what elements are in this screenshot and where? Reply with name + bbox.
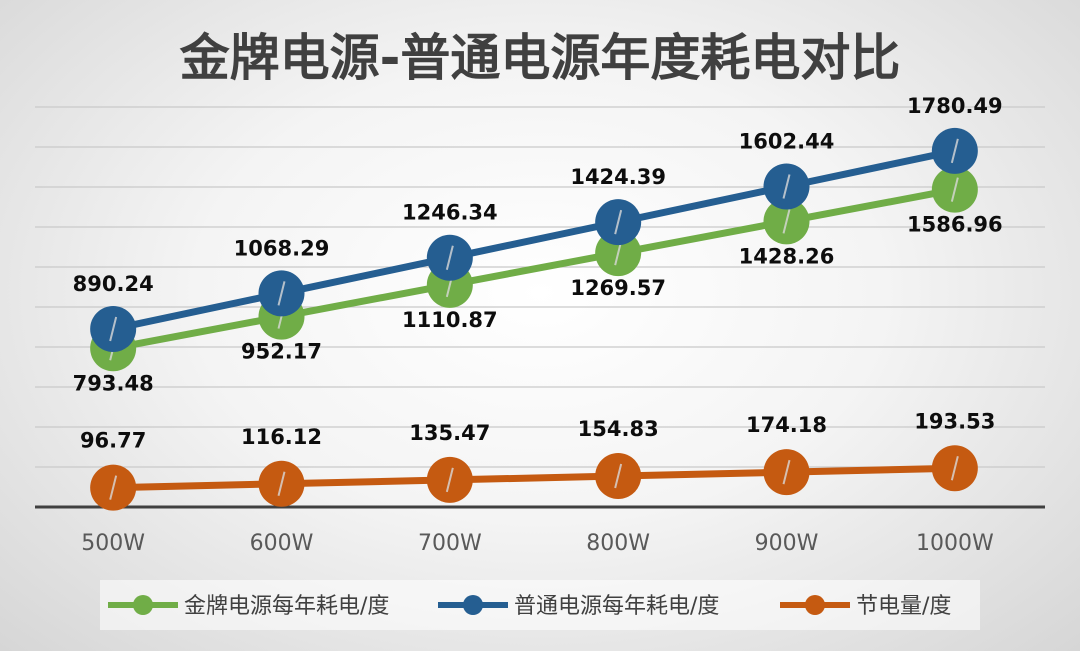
data-label: 1246.34 xyxy=(402,201,498,225)
marker-highlight xyxy=(277,281,286,306)
data-label: 1780.49 xyxy=(907,94,1003,118)
data-label: 1424.39 xyxy=(570,165,666,189)
data-label: 1586.96 xyxy=(907,213,1003,237)
x-tick-label: 700W xyxy=(418,531,482,556)
marker-highlight xyxy=(950,456,959,481)
marker-highlight xyxy=(445,245,454,270)
series-line xyxy=(112,186,956,352)
data-label: 890.24 xyxy=(73,272,154,296)
series-line xyxy=(113,464,955,492)
marker-highlight xyxy=(614,209,623,235)
data-label: 135.47 xyxy=(409,421,490,445)
data-label: 96.77 xyxy=(80,429,146,453)
marker-highlight xyxy=(277,471,286,497)
marker-highlight xyxy=(614,463,623,489)
marker-highlight xyxy=(950,177,959,202)
data-label: 1068.29 xyxy=(234,236,330,260)
legend-marker xyxy=(463,595,483,615)
marker-highlight xyxy=(782,174,791,199)
chart-title: 金牌电源-普通电源年度耗电对比 xyxy=(180,29,901,87)
data-label: 116.12 xyxy=(241,425,322,449)
marker-highlight xyxy=(950,138,959,164)
marker-highlight xyxy=(782,209,791,234)
data-label: 193.53 xyxy=(914,409,995,433)
data-label: 1269.57 xyxy=(570,276,666,300)
x-tick-label: 900W xyxy=(755,531,819,556)
marker-highlight xyxy=(109,475,118,500)
data-label: 1110.87 xyxy=(402,308,498,332)
legend-label: 节电量/度 xyxy=(856,594,951,619)
legend-label: 普通电源每年耗电/度 xyxy=(514,594,719,619)
legend-marker xyxy=(133,595,153,615)
data-labels: 793.48 952.17 1110.87 1269.57 1428.26 1586.96… xyxy=(73,94,1003,453)
legend-marker xyxy=(805,595,825,615)
marker-highlight xyxy=(614,240,623,266)
x-tick-labels: 500W 600W 700W 800W 900W 1000W xyxy=(81,531,994,556)
legend: 金牌电源每年耗电/度 普通电源每年耗电/度 节电量/度 xyxy=(108,594,951,619)
data-label: 1428.26 xyxy=(739,244,835,268)
series-lines xyxy=(90,127,978,511)
data-label: 154.83 xyxy=(578,417,659,441)
marker-highlight xyxy=(109,316,118,342)
x-tick-label: 800W xyxy=(586,531,650,556)
data-label: 952.17 xyxy=(241,340,322,364)
x-tick-label: 600W xyxy=(250,531,314,556)
x-tick-label: 1000W xyxy=(916,531,994,556)
data-label: 174.18 xyxy=(746,413,827,437)
data-label: 793.48 xyxy=(73,371,154,395)
x-tick-label: 500W xyxy=(81,531,145,556)
legend-label: 金牌电源每年耗电/度 xyxy=(184,594,389,619)
series-line xyxy=(112,147,956,333)
marker-highlight xyxy=(782,459,791,485)
marker-highlight xyxy=(445,467,454,493)
data-label: 1602.44 xyxy=(739,130,835,154)
